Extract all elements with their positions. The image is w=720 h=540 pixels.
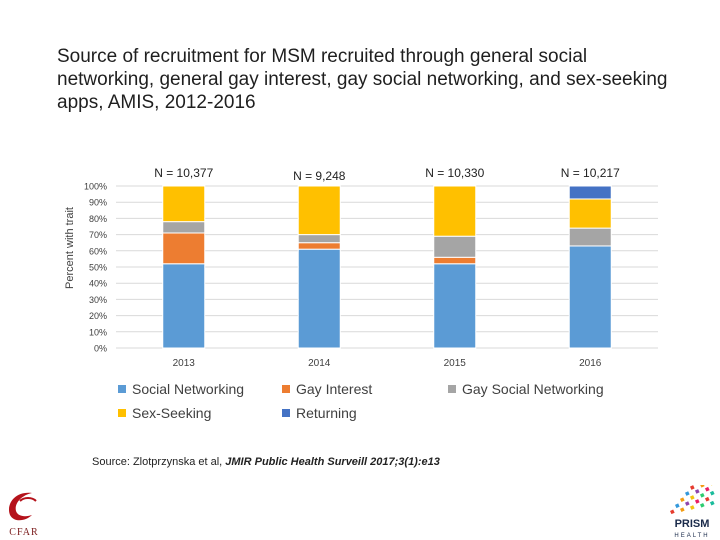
bar-segment xyxy=(162,185,206,223)
bars xyxy=(162,185,612,349)
chart-title: Source of recruitment for MSM recruited … xyxy=(57,46,668,113)
legend-item: Gay Social Networking xyxy=(448,381,604,397)
bar-segment xyxy=(162,221,206,234)
n-annotation: N = 10,377 xyxy=(154,166,213,180)
n-annotation: N = 10,217 xyxy=(561,166,620,180)
y-tick-label: 10% xyxy=(89,327,107,337)
legend-item: Sex-Seeking xyxy=(118,405,211,421)
legend-swatch xyxy=(118,409,126,417)
x-tick-label: 2016 xyxy=(579,358,602,369)
bar-segment xyxy=(568,185,612,200)
source-prefix: Source: Zlotprzynska et al, xyxy=(92,456,226,468)
x-tick-label: 2013 xyxy=(173,358,196,369)
bar-segment xyxy=(568,245,612,349)
n-annotation: N = 9,248 xyxy=(293,169,346,183)
stacked-bar-chart: Percent with trait 0% 10% 20% 30% 40% 50% 60% 7… xyxy=(64,166,658,369)
y-tick-label: 60% xyxy=(89,246,107,256)
legend-swatch xyxy=(282,385,290,393)
bar-segment xyxy=(297,234,341,244)
source-journal: JMIR Public Health Surveill 2017;3(1):e1… xyxy=(225,456,440,468)
bar-segment xyxy=(433,256,477,265)
svg-text:PRISM: PRISM xyxy=(675,518,710,530)
bar-segment xyxy=(433,235,477,258)
bar-segment xyxy=(568,198,612,229)
legend-label: Returning xyxy=(296,405,357,421)
y-tick-label: 70% xyxy=(89,230,107,240)
x-tick-label: 2015 xyxy=(444,358,467,369)
gridlines xyxy=(116,185,658,349)
bar-segment xyxy=(162,263,206,349)
y-axis-label: Percent with trait xyxy=(64,207,76,289)
bar-segment xyxy=(433,185,477,237)
legend-swatch xyxy=(118,385,126,393)
y-tick-label: 50% xyxy=(89,263,107,273)
y-tick-label: 40% xyxy=(89,279,107,289)
y-tick-label: 0% xyxy=(94,344,107,354)
legend-label: Social Networking xyxy=(132,381,245,397)
bar-segment xyxy=(568,227,612,247)
bar-segment xyxy=(297,248,341,349)
svg-text:HEALTH: HEALTH xyxy=(674,533,709,539)
bar-segment xyxy=(162,232,206,265)
legend-label: Sex-Seeking xyxy=(132,405,212,421)
legend-swatch xyxy=(448,385,456,393)
legend-label: Gay Interest xyxy=(296,381,373,397)
n-annotation: N = 10,330 xyxy=(425,166,484,180)
legend-item: Social Networking xyxy=(118,381,244,397)
y-tick-label: 20% xyxy=(89,311,107,321)
y-tick-label: 100% xyxy=(84,182,107,192)
legend-item: Returning xyxy=(282,405,357,421)
n-annotations: N = 10,377 N = 9,248 N = 10,330 N = 10,217 xyxy=(154,166,620,183)
cfar-logo: CFAR xyxy=(8,492,38,538)
svg-text:CFAR: CFAR xyxy=(9,527,38,538)
y-tick-label: 80% xyxy=(89,214,107,224)
bar-segment xyxy=(433,263,477,349)
prism-health-logo: PRISM HEALTH xyxy=(669,485,715,539)
bar-segment xyxy=(297,185,341,236)
bar-segment xyxy=(297,242,341,250)
legend-swatch xyxy=(282,409,290,417)
y-tick-label: 90% xyxy=(89,198,107,208)
y-tick-label: 30% xyxy=(89,295,107,305)
legend-item: Gay Interest xyxy=(282,381,372,397)
source-citation: Source: Zlotprzynska et al, JMIR Public … xyxy=(92,456,440,468)
x-tick-labels: 2013 2014 2015 2016 xyxy=(173,358,602,369)
x-tick-label: 2014 xyxy=(308,358,331,369)
y-tick-labels: 0% 10% 20% 30% 40% 50% 60% 70% 80% 90% 100% xyxy=(84,182,107,354)
legend-label: Gay Social Networking xyxy=(462,381,604,397)
